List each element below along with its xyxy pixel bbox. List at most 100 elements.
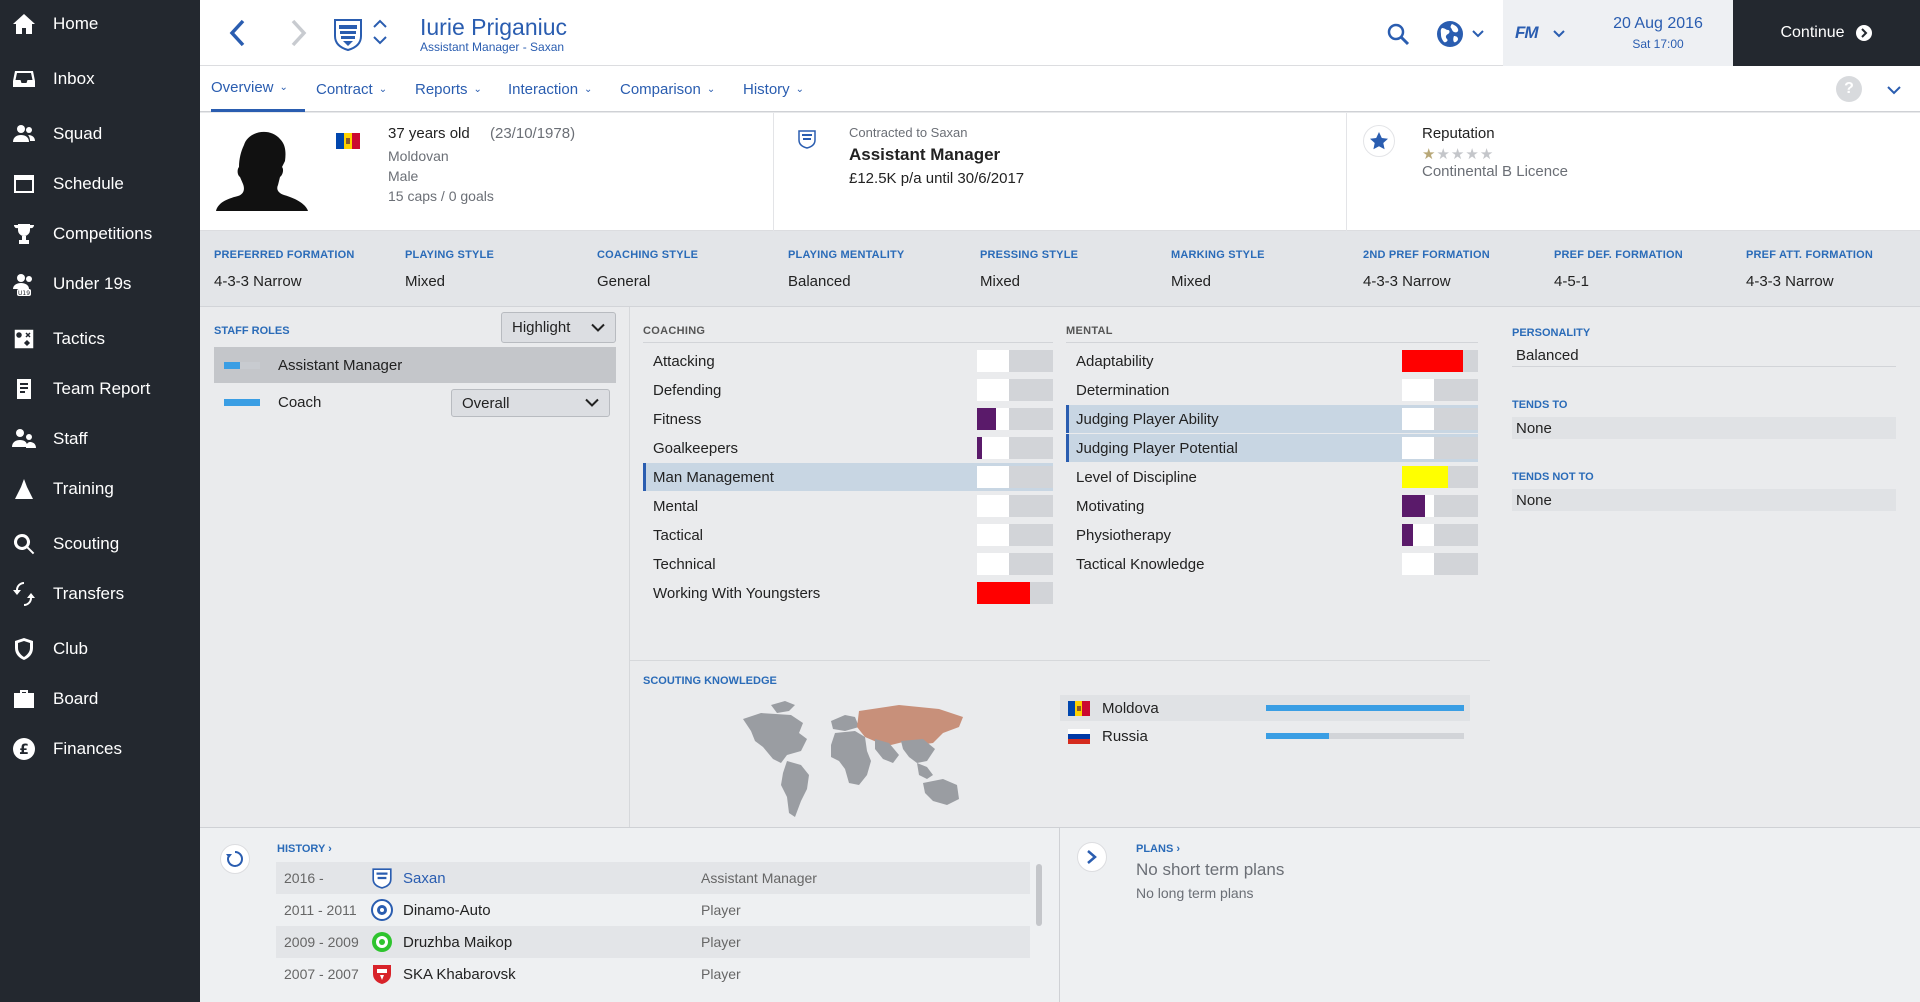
club-badge[interactable] [328, 14, 368, 54]
current-time: Sat 17:00 [1632, 37, 1684, 51]
highlight-dropdown[interactable]: Highlight [501, 312, 616, 343]
tab-reports[interactable]: Reports ⌄ [415, 66, 482, 112]
tactical-preferences: PREFERRED FORMATION 4-3-3 Narrow PLAYING… [200, 231, 1920, 307]
tactic-value: 4-3-3 Narrow [1363, 273, 1451, 290]
attribute-bar [977, 379, 1053, 401]
star-icon: ★ [1465, 146, 1479, 163]
attribute-bar [977, 408, 1053, 430]
attribute-row[interactable]: Adaptability [1066, 347, 1478, 375]
attribute-row[interactable]: Physiotherapy [1066, 521, 1478, 549]
inbox-icon [10, 65, 38, 93]
tactic-label: MARKING STYLE [1171, 249, 1265, 261]
attribute-row[interactable]: Motivating [1066, 492, 1478, 520]
country-russia[interactable]: Russia [1060, 723, 1470, 749]
coach-type-dropdown[interactable]: Overall [451, 389, 610, 417]
sidebar-item-label: Team Report [53, 379, 151, 398]
club-switcher[interactable] [370, 14, 390, 50]
attribute-row[interactable]: Determination [1066, 376, 1478, 404]
tab-overview[interactable]: Overview ⌄ [211, 66, 305, 112]
sidebar-item-schedule[interactable]: Schedule [0, 162, 200, 206]
sidebar-item-label: Tactics [53, 329, 105, 348]
attribute-row[interactable]: Defending [643, 376, 1053, 404]
top-bar: Iurie Priganiuc Assistant Manager - Saxa… [200, 0, 1920, 66]
sidebar-item-training[interactable]: Training [0, 467, 200, 511]
sidebar-item-transfers[interactable]: Transfers [0, 572, 200, 616]
dropdown-value: Overall [462, 394, 510, 412]
tactic-value: Mixed [405, 273, 446, 290]
world-menu-button[interactable] [1430, 16, 1490, 52]
tab-label: Reports [415, 80, 468, 98]
attribute-row[interactable]: Mental [643, 492, 1053, 520]
attribute-row[interactable]: Tactical Knowledge [1066, 550, 1478, 578]
sidebar-item-home[interactable]: Home [0, 2, 200, 46]
plans-link[interactable]: PLANS › [1136, 843, 1181, 855]
history-years: 2007 - 2007 [284, 966, 359, 982]
dinamo-auto-badge-icon [371, 899, 393, 921]
arrow-right-circle-icon [1855, 25, 1872, 41]
search-button[interactable] [1380, 16, 1416, 52]
attribute-row[interactable]: Judging Player Ability [1066, 405, 1478, 433]
tab-comparison[interactable]: Comparison ⌄ [620, 66, 715, 112]
attribute-row[interactable]: Level of Discipline [1066, 463, 1478, 491]
sidebar-item-finances[interactable]: £ Finances [0, 727, 200, 771]
attribute-row[interactable]: Working With Youngsters [643, 579, 1053, 607]
help-button[interactable]: ? [1836, 76, 1862, 102]
attribute-name: Judging Player Ability [1076, 410, 1219, 428]
history-row[interactable]: 2016 - Saxan Assistant Manager [276, 862, 1030, 894]
svg-text:£: £ [19, 742, 29, 758]
sidebar-item-board[interactable]: Board [0, 677, 200, 721]
sidebar-item-inbox[interactable]: Inbox [0, 57, 200, 101]
plans-panel: PLANS › No short term plans No long term… [1060, 827, 1920, 1002]
role-coach[interactable]: Coach [214, 384, 616, 420]
attribute-bar [977, 495, 1053, 517]
divider [1346, 113, 1347, 231]
sidebar-item-competitions[interactable]: Competitions [0, 212, 200, 256]
transfers-icon [10, 580, 38, 608]
history-row[interactable]: 2009 - 2009 Druzhba Maikop Player [276, 926, 1030, 958]
attribute-row[interactable]: Tactical [643, 521, 1053, 549]
continue-button[interactable]: Continue [1733, 0, 1920, 66]
attribute-row[interactable]: Attacking [643, 347, 1053, 375]
club-link[interactable]: Saxan [403, 869, 446, 887]
sidebar-item-label: Club [53, 639, 88, 658]
ska-badge-icon [371, 963, 393, 985]
chevron-down-icon [1887, 85, 1901, 94]
tab-interaction[interactable]: Interaction ⌄ [508, 66, 592, 112]
sidebar-item-label: Competitions [53, 224, 153, 243]
squad-icon [10, 120, 38, 148]
sidebar-item-staff[interactable]: Staff [0, 417, 200, 461]
sidebar-item-under19s[interactable]: U19 Under 19s [0, 262, 200, 306]
plans-badge [1077, 842, 1107, 872]
chevron-right-icon [1087, 850, 1097, 864]
tab-contract[interactable]: Contract ⌄ [316, 66, 387, 112]
sidebar-item-team-report[interactable]: Team Report [0, 367, 200, 411]
attribute-name: Physiotherapy [1076, 526, 1172, 544]
forward-button[interactable] [280, 14, 316, 52]
attribute-row[interactable]: Judging Player Potential [1066, 434, 1478, 462]
tactic-label: 2ND PREF FORMATION [1363, 249, 1490, 261]
under19-icon: U19 [10, 270, 38, 298]
country-moldova[interactable]: Moldova [1060, 695, 1470, 721]
sidebar-item-tactics[interactable]: Tactics [0, 317, 200, 361]
sidebar-item-squad[interactable]: Squad [0, 112, 200, 156]
attribute-name: Attacking [653, 352, 715, 370]
history-link[interactable]: HISTORY › [277, 843, 332, 855]
history-row[interactable]: 2011 - 2011 Dinamo-Auto Player [276, 894, 1030, 926]
back-button[interactable] [220, 14, 256, 52]
attribute-row[interactable]: Fitness [643, 405, 1053, 433]
history-row[interactable]: 2007 - 2007 SKA Khabarovsk Player [276, 958, 1030, 990]
tab-history[interactable]: History ⌄ [743, 66, 804, 112]
divider [1066, 342, 1478, 343]
tactic-value: Mixed [1171, 273, 1212, 290]
attribute-name: Working With Youngsters [653, 584, 821, 602]
expand-button[interactable] [1882, 78, 1906, 102]
role-assistant-manager[interactable]: Assistant Manager [214, 347, 616, 383]
fm-menu-button[interactable]: FM [1503, 0, 1583, 66]
attribute-row[interactable]: Goalkeepers [643, 434, 1053, 462]
scrollbar[interactable] [1036, 864, 1042, 926]
continue-label: Continue [1780, 24, 1845, 41]
sidebar-item-club[interactable]: Club [0, 627, 200, 671]
attribute-row[interactable]: Technical [643, 550, 1053, 578]
attribute-row[interactable]: Man Management [643, 463, 1053, 491]
sidebar-item-scouting[interactable]: Scouting [0, 522, 200, 566]
